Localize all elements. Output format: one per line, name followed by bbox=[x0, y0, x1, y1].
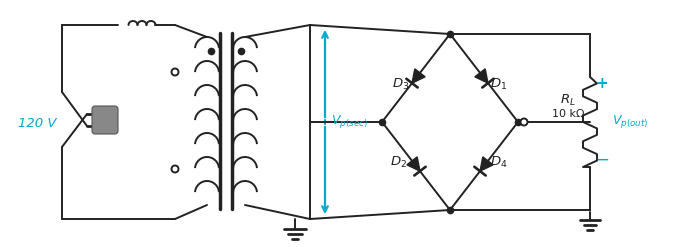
Polygon shape bbox=[475, 69, 488, 83]
Text: $R_L$: $R_L$ bbox=[560, 92, 576, 107]
Text: −: − bbox=[595, 151, 609, 169]
Text: 10 kΩ: 10 kΩ bbox=[552, 109, 584, 119]
Text: $V_{p(sec)}$: $V_{p(sec)}$ bbox=[331, 114, 368, 130]
Text: $D_4$: $D_4$ bbox=[490, 154, 508, 169]
Circle shape bbox=[520, 119, 528, 125]
Circle shape bbox=[171, 165, 179, 172]
Polygon shape bbox=[412, 69, 425, 83]
Text: $D_1$: $D_1$ bbox=[490, 77, 508, 92]
Text: 120 V: 120 V bbox=[18, 118, 57, 130]
Text: $V_{p(out)}$: $V_{p(out)}$ bbox=[612, 114, 648, 130]
Text: $D_3$: $D_3$ bbox=[392, 77, 409, 92]
Polygon shape bbox=[407, 157, 420, 171]
Text: +: + bbox=[596, 77, 609, 91]
Text: $D_2$: $D_2$ bbox=[390, 154, 407, 169]
FancyBboxPatch shape bbox=[92, 106, 118, 134]
Circle shape bbox=[171, 68, 179, 76]
Polygon shape bbox=[480, 157, 493, 171]
